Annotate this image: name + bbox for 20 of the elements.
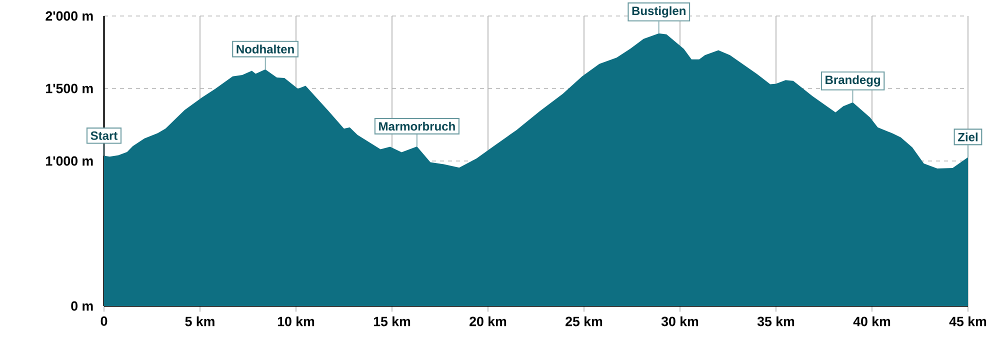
x-tick-label: 0 xyxy=(100,316,108,326)
y-tick-label: 0 m xyxy=(71,301,93,311)
annotation: Marmorbruch xyxy=(379,122,455,131)
x-tick-label: 20 km xyxy=(470,316,506,326)
annotation: Ziel xyxy=(958,132,978,142)
annotation: Bustiglen xyxy=(632,6,686,18)
annotation: Start xyxy=(90,131,118,140)
x-tick-label: 25 km xyxy=(566,316,602,326)
x-tick-label: 5 km xyxy=(185,316,214,326)
x-tick-label: 45 km xyxy=(949,316,986,326)
x-tick-label: 40 km xyxy=(853,316,890,326)
annotation: Brandegg xyxy=(826,75,880,87)
x-tick-label: 15 km xyxy=(374,316,410,326)
y-tick-label: 2'000 m xyxy=(46,11,93,21)
annotation: Nodhalten xyxy=(236,44,294,54)
x-tick-label: 30 km xyxy=(661,316,698,326)
x-tick-label: 35 km xyxy=(757,316,794,326)
x-tick-label: 10 km xyxy=(278,316,314,326)
y-tick-label: 1'000 m xyxy=(46,156,93,166)
y-tick-label: 1'500 m xyxy=(46,84,93,94)
